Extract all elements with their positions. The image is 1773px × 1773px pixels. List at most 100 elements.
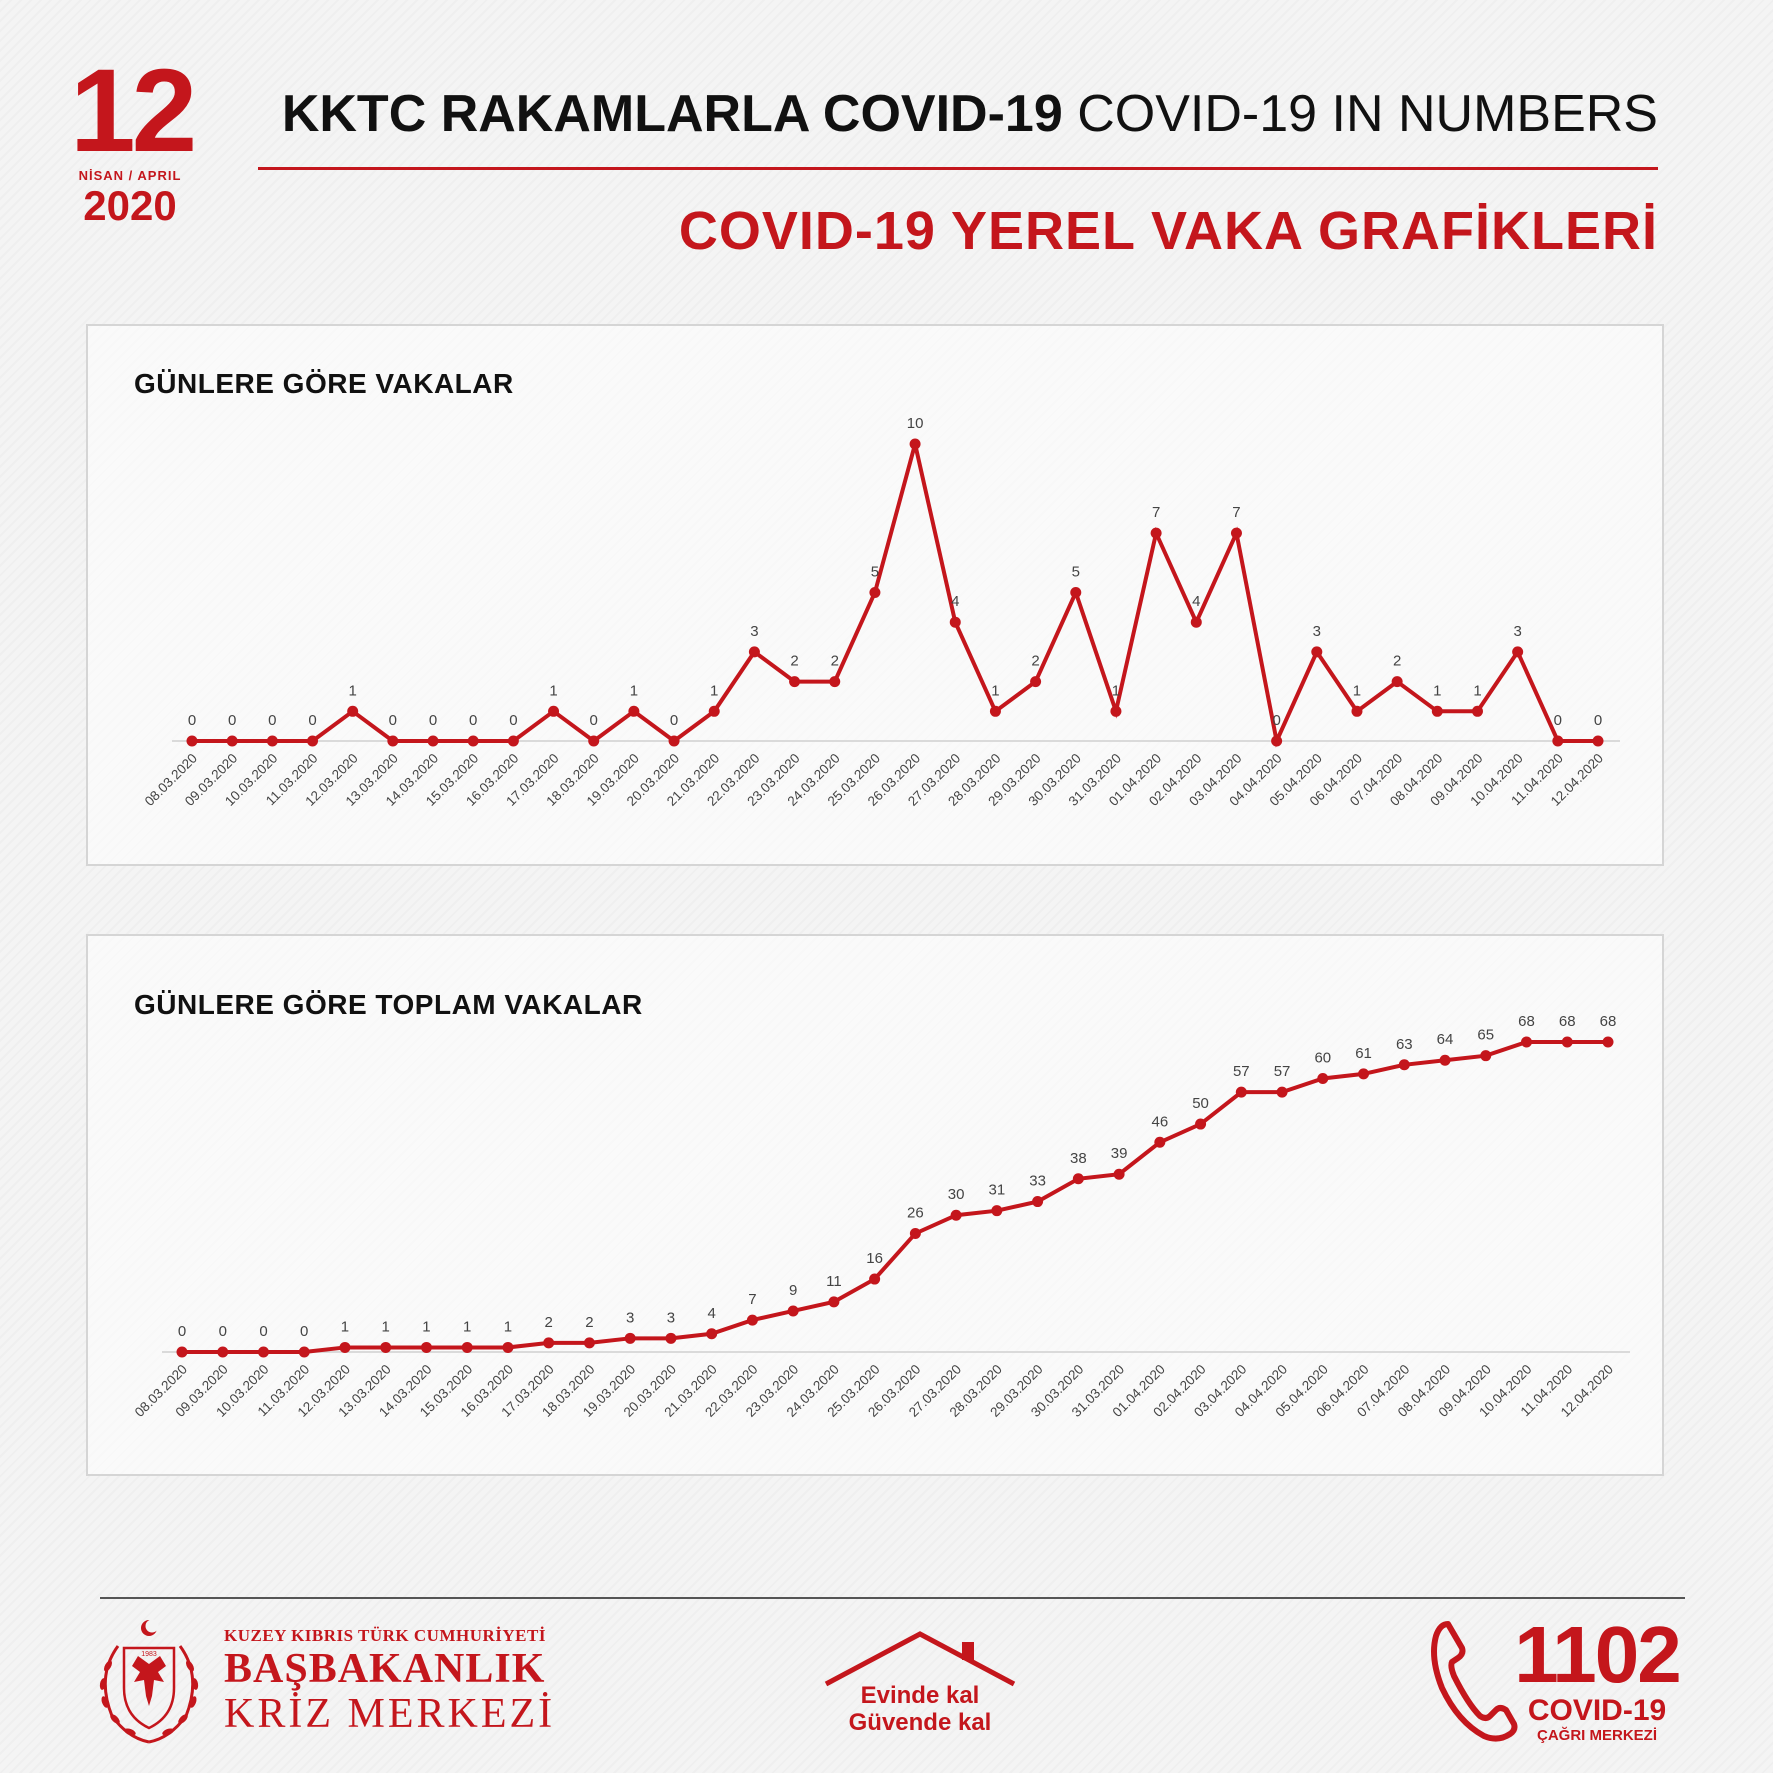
total-point	[583, 1337, 595, 1349]
total-data-label: 0	[300, 1323, 308, 1340]
daily-data-label: 1	[1473, 682, 1481, 699]
daily-data-label: 10	[907, 415, 924, 432]
total-point	[502, 1341, 514, 1353]
daily-cases-chart: 008.03.2020009.03.2020010.03.2020011.03.…	[142, 415, 1620, 809]
daily-point	[588, 735, 600, 747]
daily-data-label: 0	[1272, 712, 1280, 729]
total-data-label: 3	[626, 1309, 634, 1326]
daily-data-label: 0	[268, 712, 276, 729]
header-divider	[258, 167, 1658, 170]
total-point	[991, 1205, 1003, 1217]
total-point	[298, 1346, 310, 1358]
daily-point	[1230, 527, 1242, 539]
daily-point	[748, 646, 760, 658]
total-point	[1113, 1168, 1125, 1180]
total-data-label: 64	[1437, 1031, 1454, 1048]
page-subtitle: COVID-19 YEREL VAKA GRAFİKLERİ	[678, 201, 1658, 261]
daily-data-label: 1	[991, 682, 999, 699]
daily-data-label: 0	[308, 712, 316, 729]
total-data-label: 0	[178, 1323, 186, 1340]
total-point	[746, 1314, 758, 1326]
total-data-label: 39	[1111, 1145, 1128, 1162]
total-point	[217, 1346, 229, 1358]
total-point	[787, 1305, 799, 1317]
total-data-label: 50	[1192, 1095, 1209, 1112]
total-point	[1276, 1086, 1288, 1098]
daily-cases-panel: GÜNLERE GÖRE VAKALAR 0 08.03.2020 0 09.03.2…	[86, 324, 1664, 866]
daily-point	[869, 587, 881, 598]
phone-icon	[1431, 1621, 1518, 1742]
total-data-label: 9	[789, 1282, 797, 1299]
daily-data-label: 0	[509, 712, 517, 729]
total-data-label: 60	[1314, 1049, 1331, 1066]
date-day: 12	[70, 45, 197, 177]
daily-cases-title: GÜNLERE GÖRE VAKALAR	[134, 368, 514, 399]
daily-point	[1150, 527, 1162, 539]
daily-point	[1391, 676, 1403, 688]
total-point	[380, 1341, 392, 1353]
total-point	[339, 1341, 351, 1353]
daily-data-label: 7	[1232, 504, 1240, 521]
total-data-label: 0	[259, 1323, 267, 1340]
daily-data-label: 0	[469, 712, 477, 729]
daily-point	[1471, 705, 1483, 717]
daily-point	[668, 735, 680, 747]
total-point	[665, 1332, 677, 1344]
page-title: KKTC RAKAMLARLA COVID-19 COVID-19 IN NUM…	[282, 84, 1658, 144]
total-point	[1561, 1036, 1573, 1048]
daily-point	[1512, 646, 1524, 658]
daily-point	[949, 616, 961, 628]
total-data-label: 1	[422, 1318, 430, 1335]
total-point	[1398, 1059, 1410, 1071]
daily-data-label: 3	[1313, 623, 1321, 640]
total-data-label: 2	[585, 1314, 593, 1331]
total-point	[1195, 1118, 1207, 1130]
cumulative-cases-chart: 008.03.2020009.03.2020010.03.2020011.03.…	[132, 1013, 1630, 1420]
total-point	[1439, 1054, 1451, 1066]
total-data-label: 65	[1477, 1027, 1494, 1044]
date-month: NİSAN / APRIL	[78, 168, 182, 183]
cumulative-cases-title: GÜNLERE GÖRE TOPLAM VAKALAR	[134, 989, 643, 1020]
daily-point	[1552, 735, 1564, 747]
daily-point	[628, 705, 640, 717]
total-series-line	[182, 1040, 1608, 1354]
daily-data-label: 2	[831, 653, 839, 670]
daily-point	[829, 676, 841, 688]
total-point	[1235, 1086, 1247, 1098]
daily-data-label: 4	[1192, 593, 1200, 610]
daily-data-label: 1	[630, 682, 638, 699]
total-point	[1317, 1072, 1329, 1084]
total-point	[706, 1328, 718, 1340]
daily-point	[266, 735, 278, 747]
total-data-label: 63	[1396, 1036, 1413, 1053]
total-data-label: 1	[504, 1318, 512, 1335]
total-point	[869, 1273, 881, 1285]
daily-point	[186, 735, 198, 747]
daily-data-label: 0	[1554, 712, 1562, 729]
total-data-label: 1	[382, 1318, 390, 1335]
total-point	[543, 1337, 555, 1349]
daily-data-label: 1	[1433, 682, 1441, 699]
total-point	[950, 1209, 962, 1221]
daily-data-label: 0	[670, 712, 678, 729]
daily-data-label: 0	[188, 712, 196, 729]
page-title-tr: KKTC RAKAMLARLA COVID-19	[281, 85, 1063, 143]
total-data-label: 31	[989, 1182, 1006, 1199]
total-point	[420, 1341, 432, 1353]
total-data-label: 2	[545, 1314, 553, 1331]
total-point	[1358, 1068, 1370, 1080]
daily-data-label: 1	[710, 682, 718, 699]
daily-data-label: 2	[790, 653, 798, 670]
total-point	[461, 1341, 473, 1353]
daily-point	[1592, 735, 1604, 747]
daily-data-label: 3	[1513, 623, 1521, 640]
daily-point	[1431, 705, 1443, 717]
slogan-line-2: Güvende kal	[848, 1709, 992, 1736]
total-data-label: 16	[866, 1250, 883, 1267]
daily-point	[507, 735, 519, 747]
hotline-block: 1102 COVID-19 ÇAĞRI MERKEZİ	[1514, 1614, 1682, 1746]
organization-block: KUZEY KIBRIS TÜRK CUMHURİYETİ BAŞBAKANLI…	[224, 1626, 555, 1736]
total-data-label: 57	[1233, 1063, 1250, 1080]
org-crisis-center: KRİZ MERKEZİ	[224, 1691, 556, 1737]
daily-point	[989, 705, 1001, 717]
